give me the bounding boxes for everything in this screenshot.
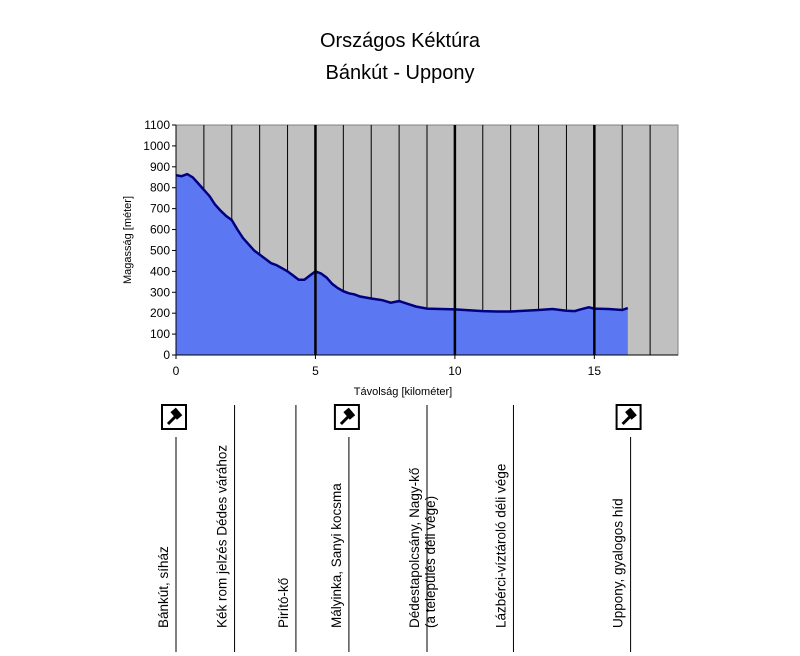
y-tick-label: 900	[150, 160, 170, 174]
x-tick-label: 5	[312, 364, 319, 378]
x-tick-label: 0	[173, 364, 180, 378]
y-tick-label: 1100	[144, 118, 170, 132]
x-tick-label: 15	[588, 364, 602, 378]
y-axis-label: Magasság [méter]	[122, 196, 134, 284]
x-tick-label: 10	[448, 364, 462, 378]
axis-ticks: 0 100 200 300 400 500 600 700 800 900 1000 1100 0 5 10…	[143, 118, 678, 378]
y-tick-label: 500	[150, 243, 170, 257]
waypoint-label-2: (a település déli vége)	[423, 496, 438, 628]
x-axis-label: Távolság [kilométer]	[354, 386, 452, 398]
y-tick-label: 100	[150, 327, 170, 341]
y-tick-label: 400	[150, 264, 170, 278]
y-tick-label: 800	[150, 181, 170, 195]
chart-subtitle: Bánkút - Uppony	[325, 62, 475, 84]
waypoints: Bánkút, síház Kék rom jelzés Dédes váráho…	[156, 404, 642, 652]
waypoint-label: Pirító-kő	[276, 578, 291, 628]
stamp-icon	[615, 404, 642, 430]
y-tick-label: 700	[150, 202, 170, 216]
stamp-icon	[161, 404, 187, 430]
stamp-icon	[333, 404, 360, 430]
elevation-area	[176, 174, 628, 355]
waypoint-markers	[314, 125, 596, 355]
waypoint-label: Dédestapolcsány, Nagy-kő	[407, 468, 422, 628]
y-tick-label: 200	[150, 306, 170, 320]
waypoint-label: Bánkút, síház	[156, 546, 171, 628]
waypoint-label: Kék rom jelzés Dédes várához	[215, 445, 230, 628]
elevation-line	[175, 172, 629, 313]
y-tick-label: 1000	[143, 139, 170, 153]
waypoint-label: Mályinka, Sanyi kocsma	[329, 483, 344, 628]
y-tick-label: 0	[163, 348, 170, 362]
y-tick-label: 300	[150, 285, 170, 299]
chart-title: Országos Kéktúra	[319, 30, 481, 52]
y-tick-label: 600	[150, 223, 170, 237]
waypoint-label: Uppony, gyalogos híd	[611, 498, 626, 628]
waypoint-label: Lázbérci-víztároló déli vége	[493, 464, 508, 628]
